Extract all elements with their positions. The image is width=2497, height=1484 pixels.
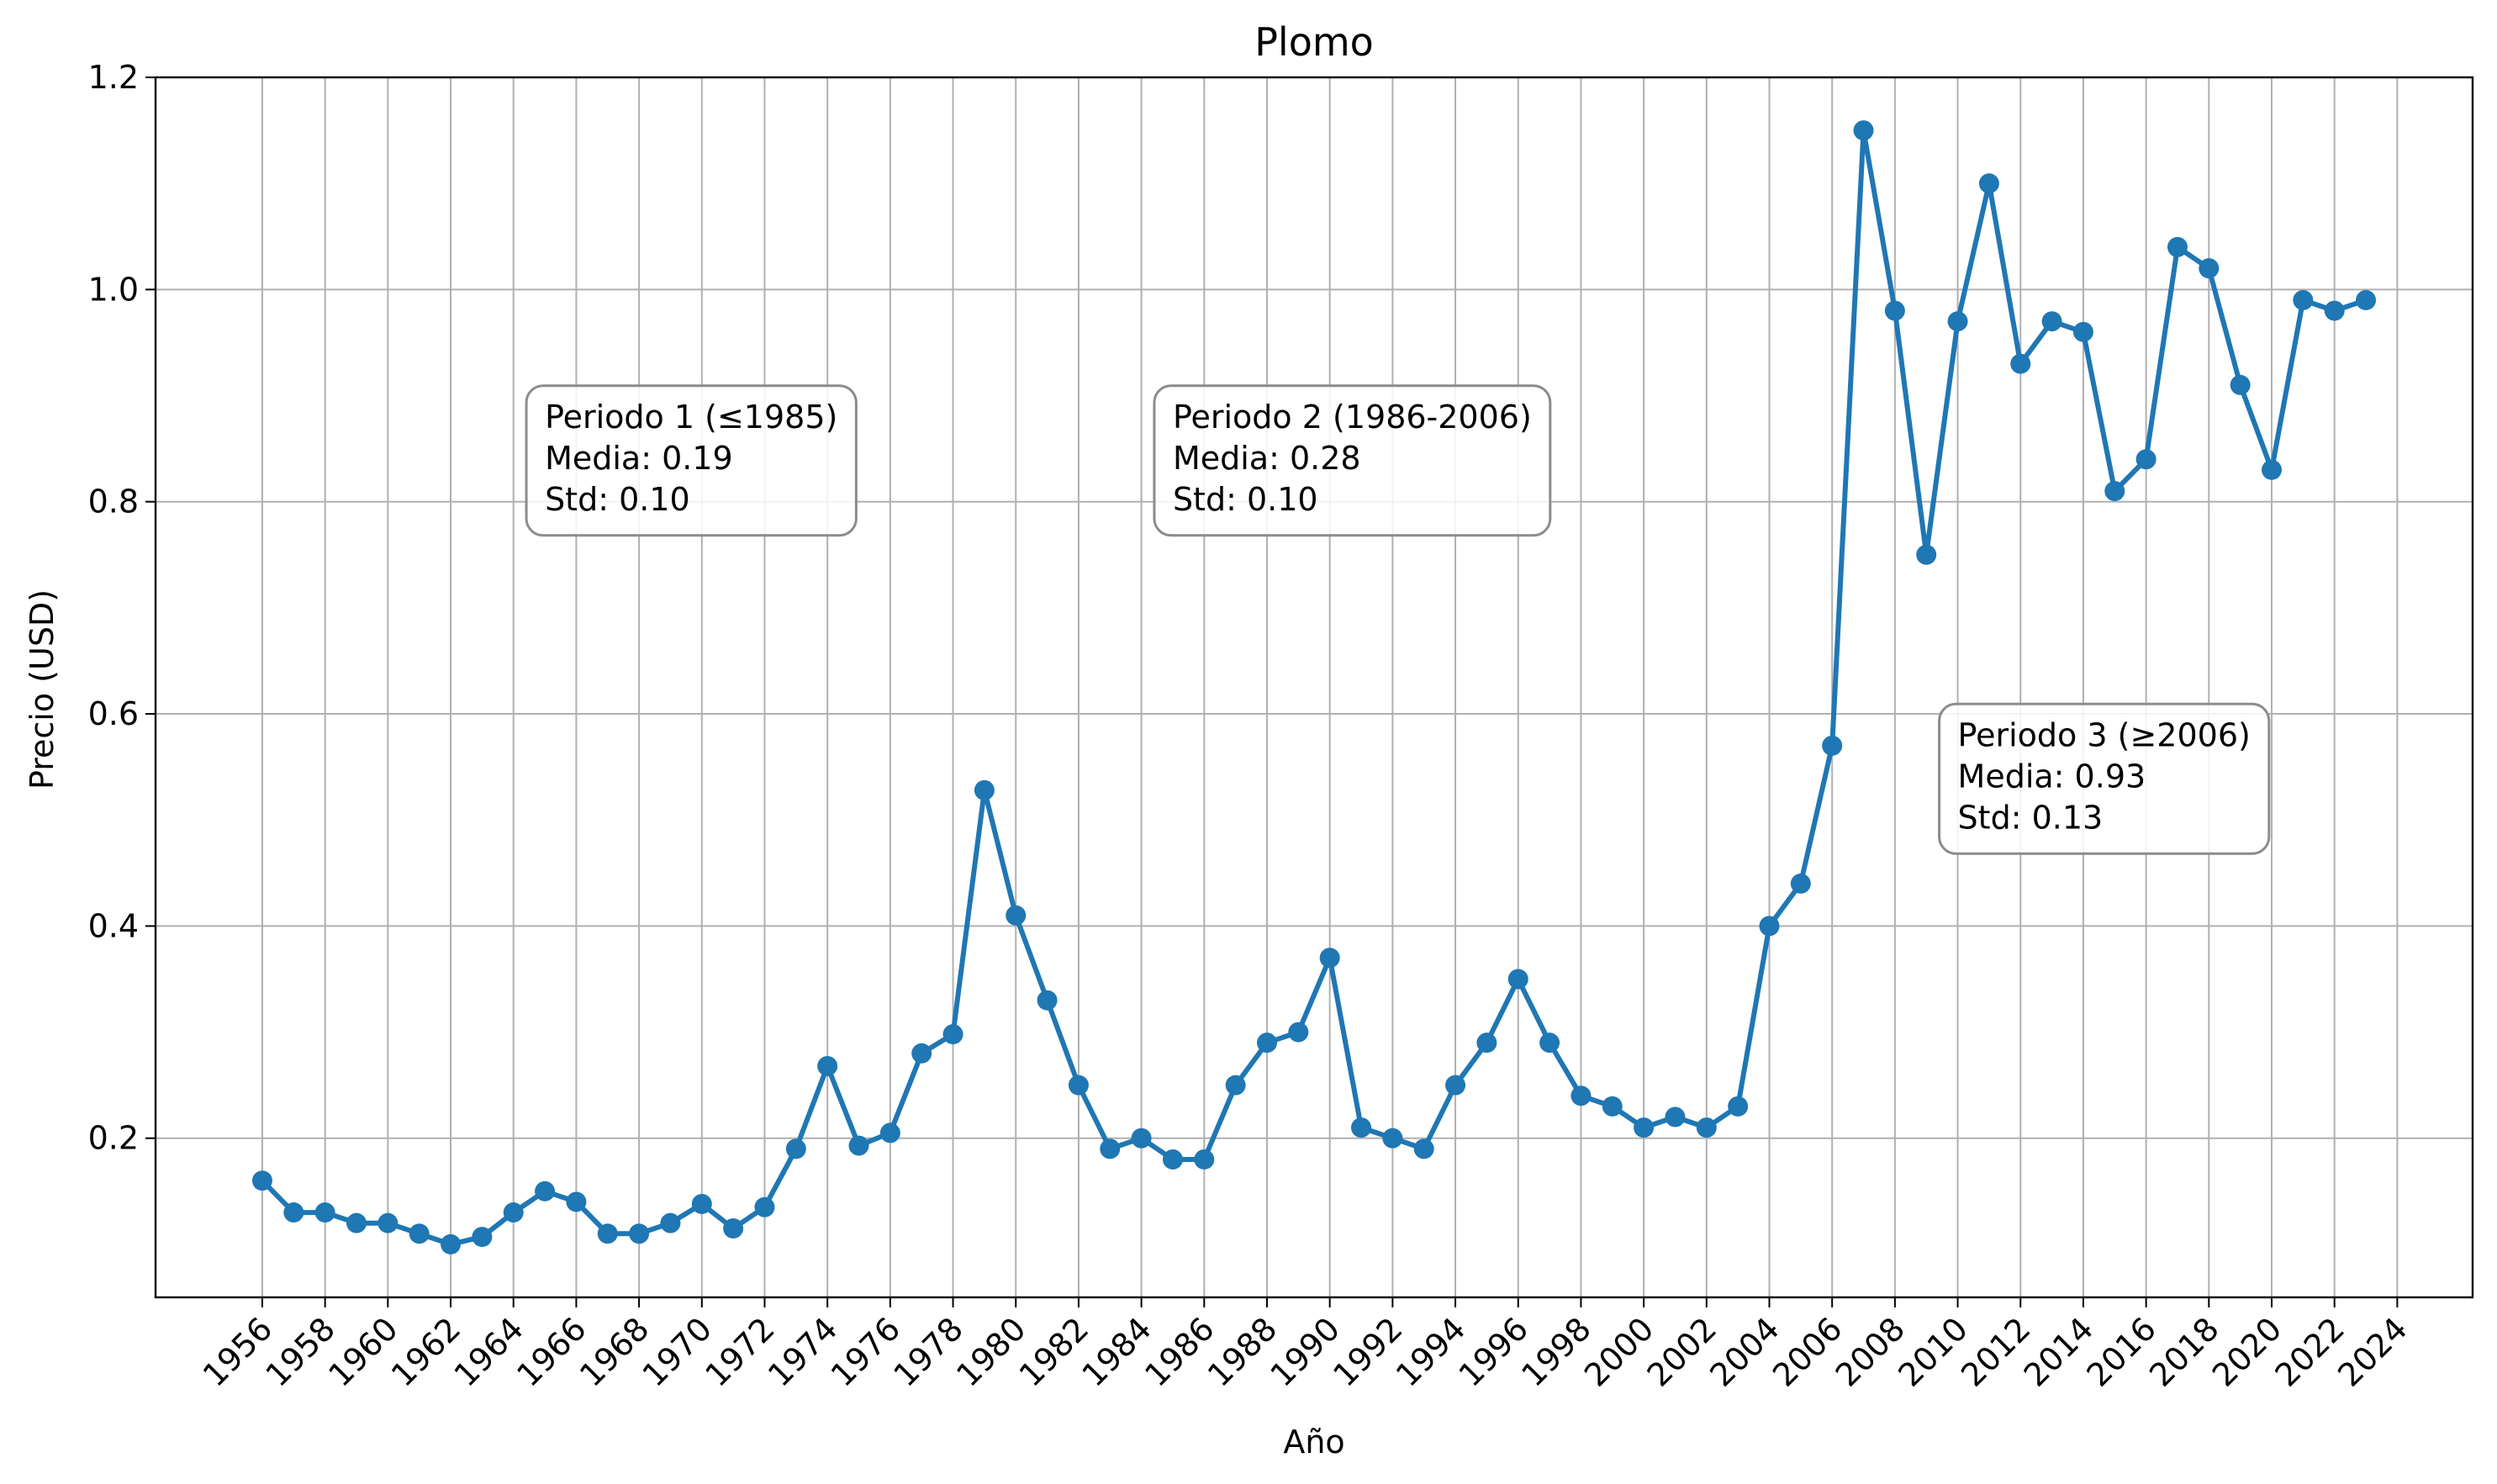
data-point xyxy=(1602,1096,1623,1117)
y-tick-label: 1.0 xyxy=(88,271,139,308)
y-axis-title: Precio (USD) xyxy=(24,589,61,790)
series-layer xyxy=(251,120,2377,1254)
annotation-frame xyxy=(1153,384,1552,537)
data-point xyxy=(377,1212,399,1233)
data-point xyxy=(1037,990,1058,1011)
data-point xyxy=(535,1180,556,1201)
y-tick-label: 0.2 xyxy=(88,1120,139,1157)
data-point xyxy=(660,1212,681,1233)
data-point xyxy=(2293,289,2314,310)
data-point xyxy=(472,1227,493,1248)
data-point xyxy=(1916,544,1937,565)
data-point xyxy=(409,1223,430,1244)
data-point xyxy=(1445,1075,1466,1096)
data-point xyxy=(1351,1117,1372,1138)
data-point xyxy=(1884,300,1905,321)
data-point xyxy=(785,1138,806,1159)
data-point xyxy=(1068,1075,1089,1096)
data-point xyxy=(1853,120,1874,141)
data-point xyxy=(629,1223,650,1244)
annotation-box: Periodo 1 (≤1985) Media: 0.19 Std: 0.10 xyxy=(525,384,858,537)
x-axis-title: Año xyxy=(1283,1423,1344,1460)
data-point xyxy=(848,1135,869,1156)
data-point xyxy=(314,1202,335,1223)
annotation-text: Std: 0.10 xyxy=(1173,481,1318,518)
data-point xyxy=(1225,1075,1246,1096)
y-tick-label: 1.2 xyxy=(88,59,139,96)
data-point xyxy=(441,1233,462,1254)
y-tick-label: 0.4 xyxy=(88,907,139,944)
data-point xyxy=(1947,311,1968,332)
y-axis: 0.2 0.4 0.6 0.8 1.0 1.2 xyxy=(88,59,156,1157)
data-point xyxy=(2167,236,2188,257)
data-point xyxy=(2010,353,2031,374)
data-point xyxy=(1634,1117,1655,1138)
data-point xyxy=(1822,735,1843,756)
data-point xyxy=(2104,481,2125,502)
annotation-text: Media: 0.93 xyxy=(1958,758,2146,795)
annotation-text: Periodo 1 (≤1985) xyxy=(545,399,837,436)
data-point xyxy=(1194,1149,1215,1170)
data-point xyxy=(691,1193,712,1214)
data-point xyxy=(1319,948,1340,969)
data-point xyxy=(1476,1032,1497,1054)
data-point xyxy=(283,1202,304,1223)
data-point xyxy=(1571,1085,1592,1106)
data-point xyxy=(597,1223,618,1244)
annotation-box: Periodo 2 (1986-2006) Media: 0.28 Std: 0.1… xyxy=(1153,384,1552,537)
annotation-text: Std: 0.10 xyxy=(545,481,690,518)
annotation-text: Media: 0.19 xyxy=(545,440,733,477)
data-point xyxy=(723,1217,744,1238)
annotation-text: Periodo 2 (1986-2006) xyxy=(1173,399,1532,436)
annotation-text: Std: 0.13 xyxy=(1958,799,2104,836)
data-point xyxy=(879,1122,900,1143)
annotation-frame xyxy=(1938,702,2271,855)
data-point xyxy=(1006,905,1027,926)
y-tick-label: 0.8 xyxy=(88,483,139,520)
data-point xyxy=(1131,1128,1152,1149)
data-point xyxy=(754,1196,775,1217)
data-point xyxy=(2324,300,2345,321)
data-point xyxy=(1759,916,1780,937)
annotation-box: Periodo 3 (≥2006) Media: 0.93 Std: 0.13 xyxy=(1938,702,2271,855)
data-point xyxy=(1978,173,1999,194)
data-point xyxy=(1288,1022,1309,1043)
data-point xyxy=(1790,873,1811,894)
data-point xyxy=(566,1191,587,1212)
data-point xyxy=(974,779,995,800)
annotation-text: Media: 0.28 xyxy=(1173,440,1361,477)
data-point xyxy=(1256,1032,1277,1054)
data-point xyxy=(942,1024,963,1045)
data-point xyxy=(2230,374,2251,395)
data-point xyxy=(2261,459,2282,480)
data-point xyxy=(911,1043,932,1064)
data-point xyxy=(1665,1106,1686,1128)
data-point xyxy=(1539,1032,1560,1054)
data-point xyxy=(346,1212,367,1233)
data-point xyxy=(1162,1149,1183,1170)
data-point xyxy=(1728,1096,1749,1117)
data-point xyxy=(1382,1128,1403,1149)
data-point xyxy=(2041,311,2062,332)
data-point xyxy=(1507,969,1528,990)
data-point xyxy=(1413,1138,1434,1159)
data-point xyxy=(817,1055,838,1076)
annotation-text: Periodo 3 (≥2006) xyxy=(1958,716,2251,753)
plot-frame xyxy=(154,76,2474,1299)
data-point xyxy=(2072,321,2093,342)
data-point xyxy=(1100,1138,1121,1159)
data-point xyxy=(2199,258,2220,279)
data-point xyxy=(251,1170,272,1191)
data-point xyxy=(2356,289,2377,310)
data-point xyxy=(1696,1117,1717,1138)
data-point xyxy=(503,1202,524,1223)
y-tick-label: 0.6 xyxy=(88,695,139,732)
annotation-frame xyxy=(525,384,858,537)
data-point xyxy=(2135,449,2156,470)
chart-title: Plomo xyxy=(1254,19,1374,65)
